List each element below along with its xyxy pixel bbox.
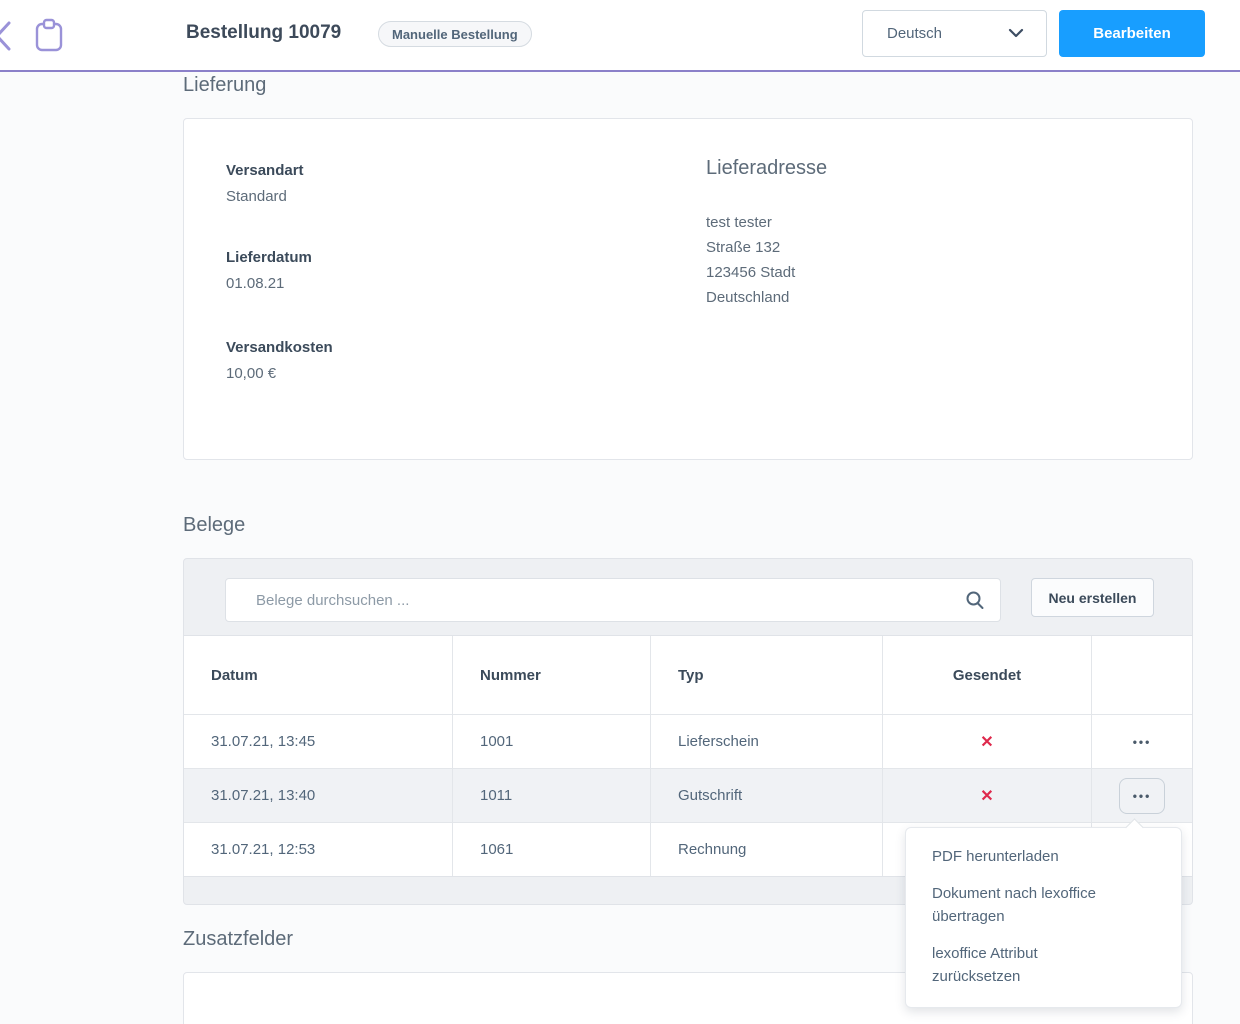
not-sent-icon: ✕ xyxy=(980,733,994,751)
field-label: Versandkosten xyxy=(226,339,333,356)
delivery-card: Versandart Standard Lieferdatum 01.08.21… xyxy=(183,118,1193,460)
cell-number: 1061 xyxy=(453,823,651,876)
field-label: Versandart xyxy=(226,162,304,179)
shipping-address: Lieferadresse test tester Straße 132 123… xyxy=(706,157,827,310)
cell-type: Lieferschein xyxy=(651,715,883,768)
custom-fields-section-heading: Zusatzfelder xyxy=(183,928,294,950)
column-header-datum: Datum xyxy=(184,636,453,714)
search-icon[interactable] xyxy=(965,590,985,615)
shipping-method-field: Versandart Standard xyxy=(226,162,304,205)
smart-bar: Bestellung 10079 Manuelle Bestellung Deu… xyxy=(0,0,1240,72)
cell-date: 31.07.21, 13:45 xyxy=(184,715,453,768)
field-value: 10,00 € xyxy=(226,365,277,382)
cell-date: 31.07.21, 13:40 xyxy=(184,769,453,822)
order-type-badge: Manuelle Bestellung xyxy=(378,21,532,47)
documents-section-heading: Belege xyxy=(183,514,246,536)
cell-number: 1001 xyxy=(453,715,651,768)
document-context-menu: PDF herunterladen Dokument nach lexoffic… xyxy=(905,818,1182,1008)
column-header-gesendet: Gesendet xyxy=(883,636,1092,714)
cell-type: Rechnung xyxy=(651,823,883,876)
delivery-date-field: Lieferdatum 01.08.21 xyxy=(226,249,312,292)
menu-item-download-pdf[interactable]: PDF herunterladen xyxy=(932,848,1059,865)
cell-number: 1011 xyxy=(453,769,651,822)
delivery-section-heading: Lieferung xyxy=(183,74,267,96)
column-header-nummer: Nummer xyxy=(453,636,651,714)
column-header-actions xyxy=(1092,636,1192,714)
table-row[interactable]: 31.07.21, 13:45 1001 Lieferschein ✕ ••• xyxy=(184,714,1192,768)
table-row[interactable]: 31.07.21, 12:53 1061 Rechnung ✕ ••• xyxy=(184,822,1192,876)
field-value: 01.08.21 xyxy=(226,275,285,292)
shipping-costs-field: Versandkosten 10,00 € xyxy=(226,339,333,382)
address-line: 123456 Stadt xyxy=(706,264,796,281)
documents-search-input[interactable] xyxy=(225,578,1001,622)
menu-item-reset-lexoffice-attribute[interactable]: lexoffice Attribut zurücksetzen xyxy=(932,945,1038,985)
language-select-value: Deutsch xyxy=(887,25,943,42)
order-clipboard-icon xyxy=(34,17,64,58)
field-label: Lieferdatum xyxy=(226,249,312,266)
create-document-button[interactable]: Neu erstellen xyxy=(1031,578,1154,617)
address-line: test tester xyxy=(706,214,772,231)
address-line: Deutschland xyxy=(706,289,790,306)
cell-type: Gutschrift xyxy=(651,769,883,822)
shipping-address-heading: Lieferadresse xyxy=(706,157,828,179)
page-title: Bestellung 10079 xyxy=(186,22,342,43)
row-context-menu-icon: ••• xyxy=(1132,788,1152,803)
back-icon[interactable] xyxy=(0,18,14,59)
language-select[interactable]: Deutsch xyxy=(862,10,1047,57)
documents-panel: Neu erstellen Datum Nummer Typ Gesendet … xyxy=(183,558,1193,905)
row-context-menu-icon[interactable]: ••• xyxy=(1132,734,1152,749)
documents-search xyxy=(225,578,1001,622)
menu-item-transfer-lexoffice[interactable]: Dokument nach lexoffice übertragen xyxy=(932,885,1096,925)
row-context-menu-button-active[interactable]: ••• xyxy=(1119,777,1165,814)
cell-date: 31.07.21, 12:53 xyxy=(184,823,453,876)
address-line: Straße 132 xyxy=(706,239,781,256)
table-header-row: Datum Nummer Typ Gesendet xyxy=(184,636,1192,714)
field-value: Standard xyxy=(226,188,287,205)
chevron-down-icon xyxy=(1008,25,1024,43)
not-sent-icon: ✕ xyxy=(980,787,994,805)
table-row[interactable]: 31.07.21, 13:40 1011 Gutschrift ✕ ••• xyxy=(184,768,1192,822)
edit-button[interactable]: Bearbeiten xyxy=(1059,10,1205,57)
column-header-typ: Typ xyxy=(651,636,883,714)
